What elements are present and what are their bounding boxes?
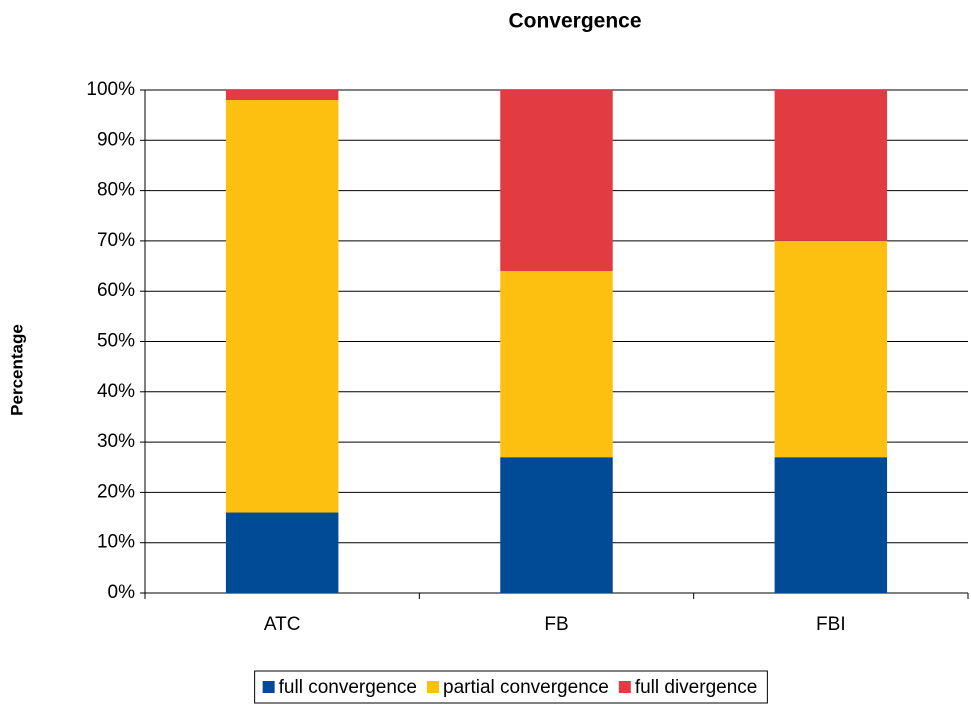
y-tick-label: 60%: [97, 280, 135, 301]
y-axis-label: Percentage: [7, 324, 26, 416]
x-tick-label: ATC: [264, 614, 301, 635]
y-tick-label: 0%: [108, 582, 136, 603]
legend-swatch: [427, 681, 440, 693]
chart-title: Convergence: [508, 10, 641, 33]
legend-swatch: [618, 681, 631, 693]
y-tick-label: 70%: [97, 230, 135, 251]
bar-segment: [225, 100, 339, 513]
bar-segment: [225, 90, 339, 101]
x-tick-label: FBI: [816, 614, 846, 635]
legend-swatch: [262, 681, 275, 693]
y-tick-label: 20%: [97, 481, 135, 502]
bar-segment: [774, 240, 888, 458]
bar-segment: [500, 90, 613, 272]
bar-segment: [225, 512, 339, 593]
y-tick-label: 10%: [97, 532, 135, 553]
x-tick-label: FB: [544, 614, 568, 635]
bar-segment: [500, 271, 613, 458]
legend-label: full convergence: [279, 677, 417, 698]
legend-label: partial convergence: [443, 677, 609, 698]
y-tick-label: 50%: [97, 331, 135, 352]
bar-segment: [774, 90, 888, 241]
y-tick-label: 40%: [97, 381, 135, 402]
legend-box: [254, 670, 768, 704]
bar-segment: [500, 457, 613, 593]
legend-label: full divergence: [635, 677, 758, 698]
y-tick-label: 30%: [97, 431, 135, 452]
y-tick-label: 80%: [97, 180, 135, 201]
bar-segment: [774, 457, 888, 593]
y-tick-label: 90%: [97, 129, 135, 150]
y-tick-label: 100%: [86, 79, 135, 100]
